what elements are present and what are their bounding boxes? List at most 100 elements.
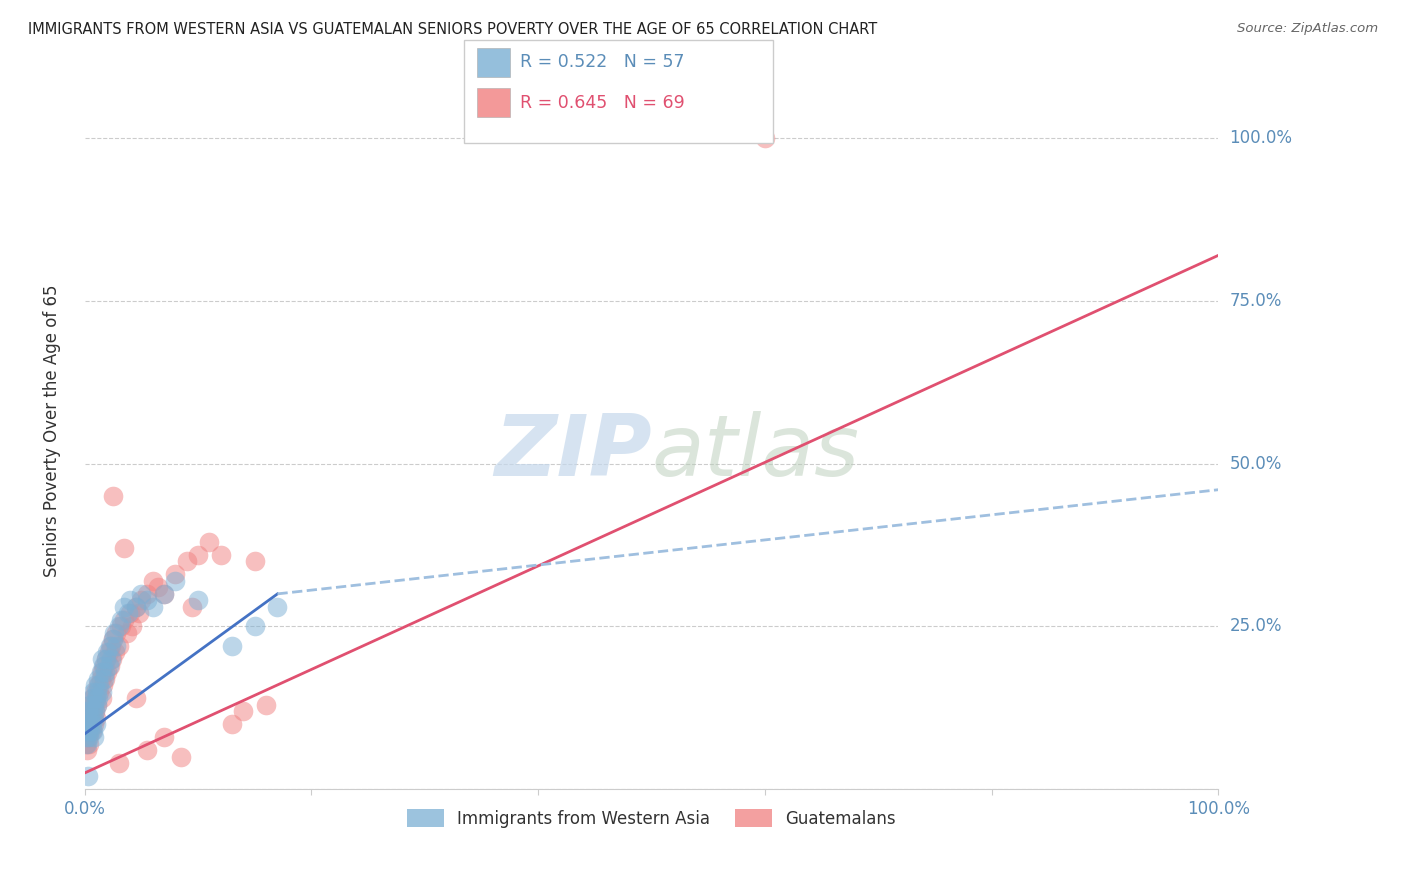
Point (87, 678, 110, 692)
Point (148, 580, 170, 594)
Point (97, 645, 120, 659)
Point (128, 607, 150, 621)
Point (80, 723, 103, 738)
Point (165, 567, 187, 582)
Point (90, 691, 112, 706)
Text: 75.0%: 75.0% (1230, 292, 1282, 310)
Text: IMMIGRANTS FROM WESTERN ASIA VS GUATEMALAN SENIORS POVERTY OVER THE AGE OF 65 CO: IMMIGRANTS FROM WESTERN ASIA VS GUATEMAL… (28, 22, 877, 37)
Point (198, 534, 221, 549)
Point (94, 665, 117, 679)
Point (187, 593, 209, 607)
Point (104, 645, 127, 659)
Point (96, 645, 118, 659)
Point (80, 704, 103, 718)
Point (76, 737, 98, 751)
Point (84, 691, 107, 706)
Point (83, 710, 105, 724)
Point (142, 599, 165, 614)
Point (101, 652, 124, 666)
Point (83, 717, 105, 731)
Point (79, 698, 101, 712)
Point (76, 717, 98, 731)
Point (754, 131, 776, 145)
Point (77, 704, 100, 718)
Point (84, 710, 107, 724)
Text: 25.0%: 25.0% (1230, 617, 1282, 635)
Point (77, 710, 100, 724)
Point (100, 652, 122, 666)
Point (91, 678, 114, 692)
Point (94, 672, 117, 686)
Point (105, 639, 128, 653)
Point (77, 717, 100, 731)
Point (103, 626, 125, 640)
Text: R = 0.522   N = 57: R = 0.522 N = 57 (520, 54, 685, 71)
Point (97, 658, 120, 673)
Point (77, 737, 100, 751)
Point (90, 684, 112, 698)
Point (87, 672, 110, 686)
Point (153, 587, 176, 601)
Point (136, 587, 159, 601)
Point (131, 593, 153, 607)
Text: 50.0%: 50.0% (1230, 455, 1282, 473)
Point (75, 737, 97, 751)
Point (82, 691, 104, 706)
Y-axis label: Seniors Poverty Over the Age of 65: Seniors Poverty Over the Age of 65 (44, 285, 60, 577)
Point (84, 678, 107, 692)
Point (75, 730, 97, 744)
Point (112, 613, 135, 627)
Point (84, 717, 107, 731)
Point (101, 632, 124, 647)
Point (79, 698, 101, 712)
Point (125, 691, 148, 706)
Point (153, 730, 176, 744)
Point (77, 730, 100, 744)
Point (112, 541, 135, 556)
Point (77, 723, 100, 738)
Point (170, 749, 193, 764)
Point (77, 704, 100, 718)
Text: atlas: atlas (651, 411, 859, 494)
Point (86, 684, 108, 698)
Point (87, 691, 110, 706)
Point (117, 607, 139, 621)
Point (90, 665, 112, 679)
Point (209, 548, 232, 562)
Point (176, 554, 198, 568)
Point (80, 717, 103, 731)
Point (243, 619, 266, 633)
Point (77, 730, 100, 744)
Point (82, 723, 104, 738)
Point (136, 593, 159, 607)
Point (80, 691, 103, 706)
Point (221, 639, 243, 653)
Point (82, 710, 104, 724)
Point (79, 723, 101, 738)
Point (84, 704, 107, 718)
Point (101, 489, 124, 503)
Point (187, 548, 209, 562)
Point (84, 691, 107, 706)
Point (76, 723, 98, 738)
Point (107, 756, 129, 771)
Point (254, 698, 277, 712)
Point (90, 665, 112, 679)
Point (90, 672, 112, 686)
Point (91, 658, 114, 673)
Point (165, 574, 187, 588)
Point (181, 599, 204, 614)
Point (77, 723, 100, 738)
Point (77, 769, 100, 783)
Text: ZIP: ZIP (494, 411, 651, 494)
Point (120, 607, 142, 621)
Point (82, 684, 104, 698)
Text: 100.0%: 100.0% (1230, 129, 1292, 147)
Point (83, 698, 105, 712)
Point (125, 599, 148, 614)
Point (107, 639, 129, 653)
Point (84, 704, 107, 718)
Point (100, 639, 122, 653)
Point (243, 554, 266, 568)
Point (79, 710, 101, 724)
